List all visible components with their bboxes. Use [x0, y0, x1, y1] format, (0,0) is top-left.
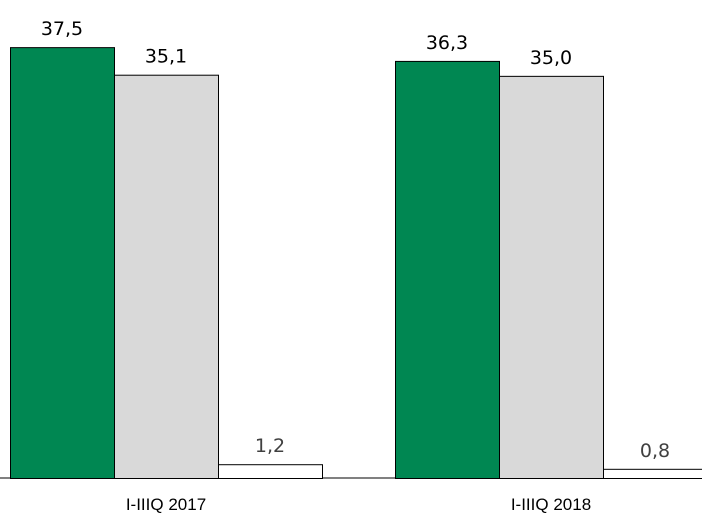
- data-label-1-0: 36,3: [426, 32, 468, 54]
- bar-0-1: [114, 74, 219, 480]
- bar-1-1: [499, 75, 604, 479]
- bar-1-2: [603, 468, 702, 480]
- data-label-1-2: 0,8: [640, 440, 670, 462]
- bar-1-0: [395, 60, 500, 480]
- data-label-0-0: 37,5: [41, 18, 83, 40]
- bar-0-2: [218, 464, 323, 480]
- category-label-1: I-IIIQ 2018: [511, 495, 591, 514]
- category-label-0: I-IIIQ 2017: [126, 495, 206, 514]
- data-label-0-1: 35,1: [145, 46, 187, 68]
- data-label-0-2: 1,2: [255, 435, 285, 457]
- bar-0-0: [10, 47, 115, 479]
- data-label-1-1: 35,0: [530, 47, 572, 69]
